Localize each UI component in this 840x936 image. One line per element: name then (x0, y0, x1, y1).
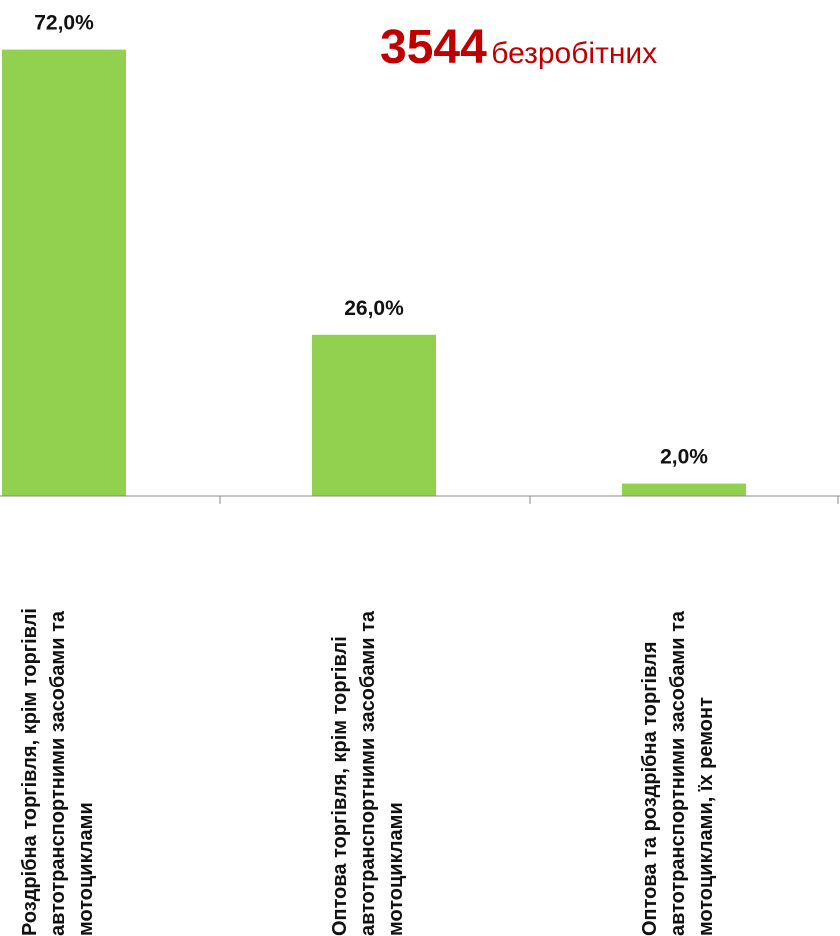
headline-label: безробітних (491, 37, 658, 70)
category-label-1: Роздрібна торгівля, крім торгівлі автотра… (19, 608, 97, 936)
headline: 3544 безробітних (380, 20, 657, 75)
data-label-3: 2,0% (660, 446, 708, 469)
category-label-1-line-1: Роздрібна торгівля, крім торгівлі (19, 608, 41, 936)
category-label-3-line-2: автотранспортними засобами та (667, 610, 689, 936)
bar-3 (622, 483, 746, 496)
category-label-2-line-3: мотоциклами (385, 802, 407, 936)
category-label-2: Оптова торгівля, крім торгівлі автотрансп… (329, 610, 407, 936)
category-label-3-line-1: Оптова та роздрібна торгівля (639, 641, 661, 936)
data-label-1: 72,0% (34, 12, 94, 35)
headline-count: 3544 (380, 21, 487, 74)
category-label-2-line-2: автотранспортними засобами та (357, 610, 379, 936)
category-label-1-line-3: мотоциклами (75, 802, 97, 936)
category-label-3-line-3: мотоциклами, їх ремонт (695, 697, 717, 936)
category-label-2-line-1: Оптова торгівля, крім торгівлі (329, 636, 351, 936)
category-label-1-line-2: автотранспортними засобами та (47, 610, 69, 936)
category-label-3: Оптова та роздрібна торгівля автотранспор… (639, 610, 717, 936)
bar-1 (2, 49, 126, 496)
data-label-2: 26,0% (344, 297, 404, 320)
bar-2 (312, 334, 436, 496)
